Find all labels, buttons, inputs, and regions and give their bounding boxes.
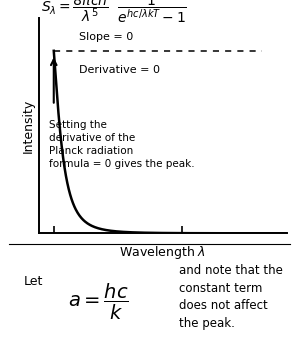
Y-axis label: Intensity: Intensity (22, 98, 35, 153)
Text: Setting the
derivative of the
Planck radiation
formula = 0 gives the peak.: Setting the derivative of the Planck rad… (49, 120, 194, 169)
Text: Slope = 0: Slope = 0 (79, 32, 133, 42)
Text: Let: Let (24, 275, 43, 289)
Text: $a = \dfrac{hc}{k}$: $a = \dfrac{hc}{k}$ (68, 282, 129, 322)
Text: and note that the
constant term
does not affect
the peak.: and note that the constant term does not… (179, 264, 283, 330)
Text: $S_\lambda = \dfrac{8\pi ch}{\lambda^5}\ \ \dfrac{1}{e^{hc/\lambda kT}-1}$: $S_\lambda = \dfrac{8\pi ch}{\lambda^5}\… (41, 0, 187, 25)
X-axis label: Wavelength $\lambda$: Wavelength $\lambda$ (119, 244, 207, 261)
Text: Derivative = 0: Derivative = 0 (79, 65, 160, 75)
